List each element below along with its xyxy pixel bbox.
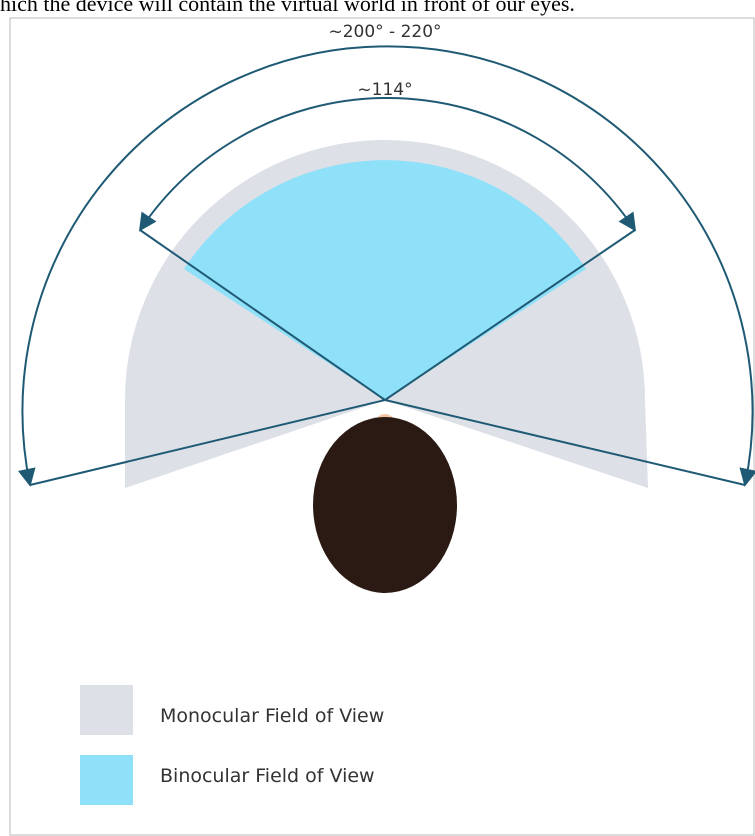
diagram: ~200° - 220° ~114° Monocular Field of Vi…	[0, 0, 755, 836]
legend-label: Binocular Field of View	[160, 765, 375, 787]
outer-angle-label: ~200° - 220°	[328, 22, 441, 42]
legend-swatch	[80, 685, 133, 735]
page: hich the device will contain the virtual…	[0, 0, 755, 836]
head	[313, 417, 457, 593]
legend-swatch	[80, 755, 133, 805]
legend-label: Monocular Field of View	[160, 705, 384, 727]
inner-angle-label: ~114°	[357, 80, 412, 100]
